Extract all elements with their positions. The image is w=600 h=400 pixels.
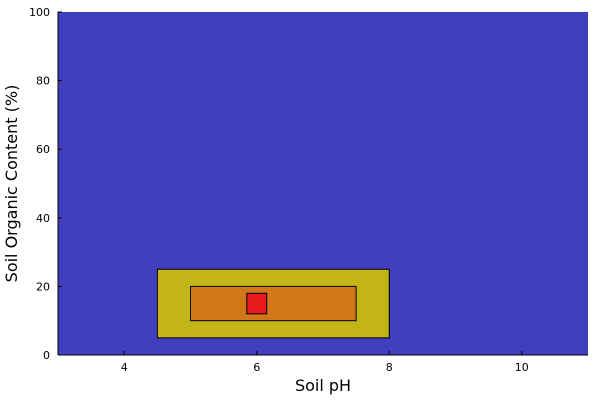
x-tick-label: 4	[121, 361, 128, 374]
x-axis-title: Soil pH	[295, 376, 351, 395]
y-tick-label: 20	[36, 280, 50, 293]
x-tick-label: 10	[515, 361, 529, 374]
x-tick-label: 6	[253, 361, 260, 374]
region-3	[246, 292, 268, 315]
axes-group	[57, 12, 588, 356]
x-tick-label: 8	[386, 361, 393, 374]
y-tick-label: 100	[29, 6, 50, 19]
y-axis-title: Soil Organic Content (%)	[2, 85, 21, 283]
y-tick-label: 80	[36, 75, 50, 88]
y-tick-label: 40	[36, 212, 50, 225]
y-tick-label: 0	[43, 349, 50, 362]
y-tick-label: 60	[36, 143, 50, 156]
regions-group	[156, 268, 390, 339]
region-2	[190, 285, 357, 322]
